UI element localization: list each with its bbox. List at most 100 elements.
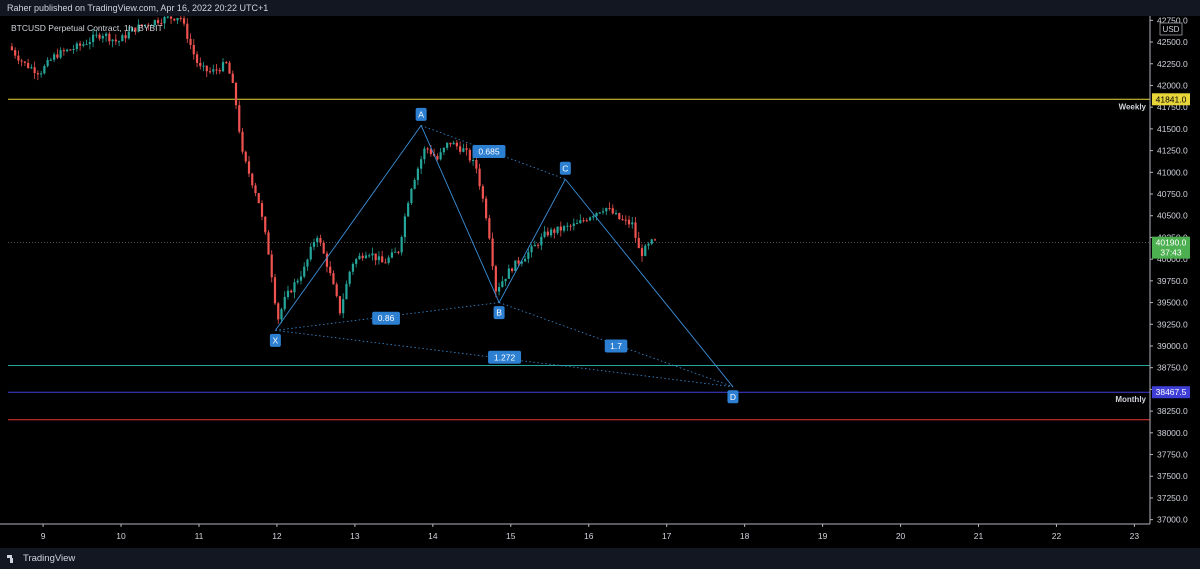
current-price-text: 40190.0 xyxy=(1156,238,1187,248)
candle-body xyxy=(231,73,234,83)
price-chart[interactable]: Weekly Monthly X A B C D 0.685 0.86 1.7 1.272 370… xyxy=(0,16,1200,548)
ratio-label-box xyxy=(372,311,400,325)
candle-body xyxy=(166,16,169,18)
candle-body xyxy=(384,262,387,264)
candle-body xyxy=(397,251,400,253)
candle-body xyxy=(462,148,465,152)
candle-body xyxy=(23,61,26,63)
published-text: Raher published on TradingView.com, Apr … xyxy=(7,3,269,13)
candle-body xyxy=(501,281,504,288)
candle-body xyxy=(208,71,212,73)
time-tick-label: 15 xyxy=(506,531,516,541)
candle-body xyxy=(387,257,390,263)
candle-body xyxy=(14,50,17,56)
candle-body xyxy=(27,62,30,69)
candle-body xyxy=(530,246,533,253)
candle-body xyxy=(40,73,43,75)
candle-body xyxy=(536,244,540,246)
price-tag-weekly xyxy=(1152,93,1190,106)
candle-body xyxy=(618,213,621,220)
pattern-leg-BC xyxy=(498,179,566,303)
countdown-text: 37:43 xyxy=(1160,248,1182,258)
time-tick-label: 12 xyxy=(272,531,282,541)
candle-body xyxy=(634,222,637,238)
candle-body xyxy=(481,186,484,199)
candle-body xyxy=(156,20,160,24)
candle-body xyxy=(556,226,559,233)
candle-body xyxy=(199,62,202,67)
price-tick-label: 38250.0 xyxy=(1157,406,1188,416)
candle-body xyxy=(56,54,59,58)
candle-body xyxy=(91,34,95,43)
candle-body xyxy=(533,244,536,247)
candle-body xyxy=(592,216,595,218)
candle-body xyxy=(108,33,111,42)
price-tick-label: 42000.0 xyxy=(1157,80,1188,90)
price-tick-label: 42500.0 xyxy=(1157,37,1188,47)
candle-body xyxy=(111,39,114,42)
ratio-label: 1.7 xyxy=(610,341,622,351)
candle-body xyxy=(491,238,494,267)
candle-body xyxy=(381,256,384,263)
brand-name: TradingView xyxy=(23,553,76,564)
time-tick-label: 9 xyxy=(41,531,46,541)
level-label-weekly: Weekly xyxy=(1119,102,1147,111)
candle-body xyxy=(436,155,439,160)
candle-body xyxy=(413,180,416,189)
candle-body xyxy=(332,273,335,285)
pattern-point-c: C xyxy=(562,163,568,173)
candle-body xyxy=(319,237,322,243)
footer-bar: TradingView xyxy=(0,548,1200,569)
candle-body xyxy=(127,31,130,39)
candle-body xyxy=(631,222,634,225)
candle-body xyxy=(624,219,627,221)
candles xyxy=(10,16,657,324)
candle-body xyxy=(179,18,182,20)
candle-body xyxy=(345,283,348,300)
ratio-label-box xyxy=(488,350,522,364)
candle-body xyxy=(485,198,488,219)
candle-body xyxy=(153,20,156,26)
candle-body xyxy=(195,54,199,63)
candle-body xyxy=(342,299,345,314)
tradingview-logo[interactable]: TradingView xyxy=(7,553,75,564)
candle-body xyxy=(449,142,452,145)
candle-body xyxy=(280,309,283,320)
time-tick-label: 14 xyxy=(428,531,438,541)
candle-body xyxy=(611,208,614,214)
candle-body xyxy=(420,159,423,169)
candle-body xyxy=(147,24,150,26)
pattern-leg-AB xyxy=(420,125,500,303)
pattern-point-a-box xyxy=(415,107,427,121)
candle-body xyxy=(296,280,299,283)
axes: 37000.0 37250.0 37500.0 37750.0 38000.0 38250… xyxy=(0,16,1200,548)
candle-body xyxy=(290,290,293,293)
candle-body xyxy=(520,261,523,264)
candle-body xyxy=(446,142,449,148)
candle-body xyxy=(75,43,78,50)
candle-body xyxy=(358,255,361,260)
price-tag-text-monthly: 38467.5 xyxy=(1156,387,1187,397)
pattern-point-a: A xyxy=(418,109,424,119)
candle-body xyxy=(79,43,82,46)
candle-body xyxy=(562,226,566,231)
candle-body xyxy=(202,65,205,67)
candle-body xyxy=(523,258,527,262)
candle-body xyxy=(429,148,432,154)
candle-body xyxy=(215,69,218,71)
price-tick-label: 38750.0 xyxy=(1157,363,1188,373)
price-tick-label: 41500.0 xyxy=(1157,124,1188,134)
candle-body xyxy=(192,44,195,55)
ratio-label: 0.685 xyxy=(478,146,500,156)
candle-body xyxy=(621,219,624,221)
candle-body xyxy=(426,148,429,150)
price-tick-label: 39750.0 xyxy=(1157,276,1188,286)
price-tag-monthly xyxy=(1152,386,1190,399)
harmonic-pattern: X A B C D 0.685 0.86 1.7 1.272 xyxy=(269,107,739,404)
candle-body xyxy=(20,60,23,62)
candle-body xyxy=(439,152,442,160)
candle-body xyxy=(335,284,338,297)
candle-body xyxy=(653,239,657,241)
candle-body xyxy=(33,67,36,74)
candle-body xyxy=(117,41,121,43)
